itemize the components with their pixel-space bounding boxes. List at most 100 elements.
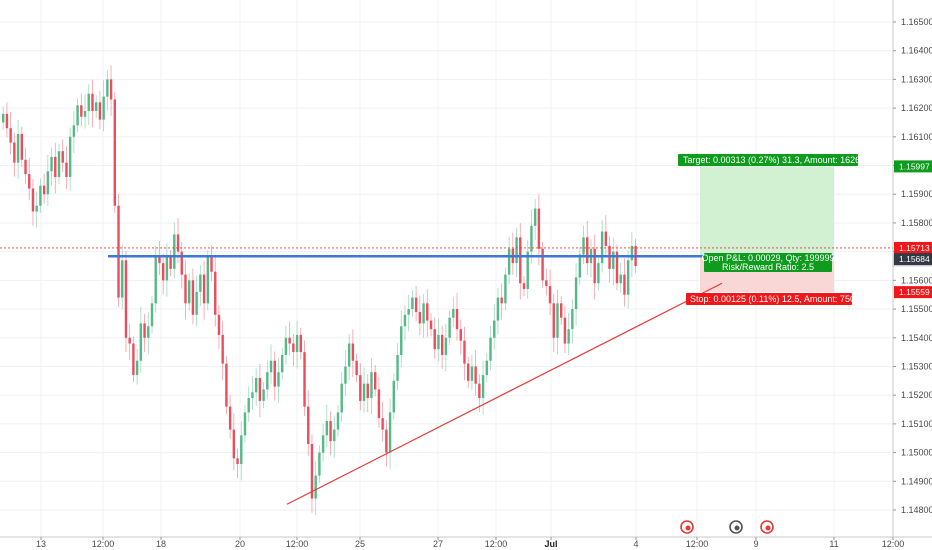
candle-body — [586, 237, 589, 264]
candle-body — [124, 260, 128, 338]
y-tick-label: 1.15400 — [901, 333, 932, 343]
candle-body — [46, 171, 50, 195]
candle-body — [262, 389, 265, 401]
candle-body — [13, 142, 16, 163]
candle-body — [180, 251, 183, 275]
target-label-box — [678, 154, 858, 166]
candle-body — [556, 303, 559, 338]
y-tick-label: 1.15600 — [901, 275, 932, 285]
candle-body — [303, 352, 306, 407]
candle-body — [61, 151, 64, 163]
candle-body — [217, 314, 221, 335]
candle-body — [515, 237, 518, 264]
candle-body — [344, 366, 347, 384]
target-label: Target: 0.00313 (0.27%) 31.3, Amount: 16… — [683, 155, 860, 165]
candle-body — [158, 257, 161, 264]
candle-body — [199, 274, 202, 292]
candle-body — [481, 375, 485, 399]
position-labels: Target: 0.00313 (0.27%) 31.3, Amount: 16… — [678, 154, 860, 305]
x-tick-label: 12:00 — [92, 539, 115, 549]
candle-body — [318, 452, 321, 476]
candle-body — [370, 372, 373, 399]
candle-body — [307, 406, 310, 444]
candle-body — [95, 102, 98, 111]
candle-body — [299, 334, 302, 353]
calendar-event-icon[interactable] — [680, 520, 694, 534]
candle-body — [329, 421, 332, 442]
calendar-event-icon[interactable] — [760, 520, 774, 534]
candle-body — [121, 260, 124, 298]
candle-body — [54, 156, 57, 178]
candle-body — [206, 257, 209, 304]
x-tick-label: 18 — [156, 539, 166, 549]
candle-body — [210, 257, 213, 272]
candle-body — [87, 93, 90, 111]
candle-body — [72, 125, 76, 137]
candle-body — [333, 429, 336, 442]
candle-body — [154, 257, 157, 304]
candle-body — [214, 271, 217, 315]
candle-body — [195, 291, 198, 315]
candle-body — [533, 208, 537, 226]
candle-body — [403, 314, 407, 327]
candle-body — [288, 337, 291, 344]
candle-body — [426, 303, 429, 321]
candle-body — [500, 297, 503, 304]
candle-body — [347, 343, 351, 367]
x-tick-label: 12:00 — [882, 539, 905, 549]
stop-price-tag: 1.15559 — [899, 287, 930, 297]
candle-body — [321, 435, 325, 453]
candle-body — [478, 383, 481, 399]
target-price-tag-bg — [894, 160, 932, 173]
candle-body — [519, 237, 522, 284]
candle-body — [407, 309, 410, 315]
y-tick-label: 1.16500 — [901, 17, 932, 27]
x-tick-label: 12:00 — [686, 539, 709, 549]
position-zones — [700, 166, 834, 293]
candle-body — [176, 234, 180, 252]
candle-body — [266, 372, 269, 390]
candle-body — [507, 248, 511, 275]
open-pnl-label: Open P&L: 0.00029, Qty: 199999 — [701, 253, 834, 263]
candle-body — [452, 309, 455, 318]
candle-body — [493, 320, 496, 338]
y-tick-label: 1.15500 — [901, 304, 932, 314]
stop-price-tag-bg — [894, 286, 932, 299]
candle-body — [273, 360, 276, 387]
candle-body — [374, 372, 377, 390]
candle-body — [470, 366, 474, 381]
candle-body — [269, 360, 273, 373]
candle-body — [563, 317, 567, 344]
y-tick-label: 1.15000 — [901, 448, 932, 458]
candle-body — [530, 225, 533, 252]
y-tick-label: 1.15900 — [901, 189, 932, 199]
candle-body — [459, 329, 462, 341]
candle-body — [165, 257, 169, 281]
risk-reward-label: Risk/Reward Ratio: 2.5 — [722, 262, 814, 272]
candle-body — [578, 254, 581, 278]
candle-body — [351, 343, 355, 361]
candle-body — [225, 363, 228, 407]
calendar-event-icon[interactable] — [729, 520, 743, 534]
target-zone — [700, 166, 834, 257]
candle-body — [381, 418, 384, 430]
y-tick-label: 1.15300 — [901, 361, 932, 371]
candle-body — [377, 389, 381, 419]
candle-body — [560, 303, 563, 318]
candle-body — [243, 412, 247, 436]
current-price-tag: 1.15713 — [899, 243, 930, 253]
candle-body — [388, 412, 392, 453]
candle-body — [24, 159, 27, 175]
candle-body — [467, 363, 470, 381]
candle-body — [42, 185, 46, 195]
candle-body — [429, 320, 433, 330]
event-icons — [680, 520, 774, 534]
candle-body — [541, 248, 544, 281]
y-axis: 1.165001.164001.163001.162001.161001.160… — [892, 0, 932, 537]
y-tick-label: 1.16300 — [901, 74, 932, 84]
candle-body — [102, 96, 105, 120]
candle-body — [552, 303, 555, 338]
candle-body — [597, 263, 600, 284]
candle-body — [411, 297, 414, 310]
